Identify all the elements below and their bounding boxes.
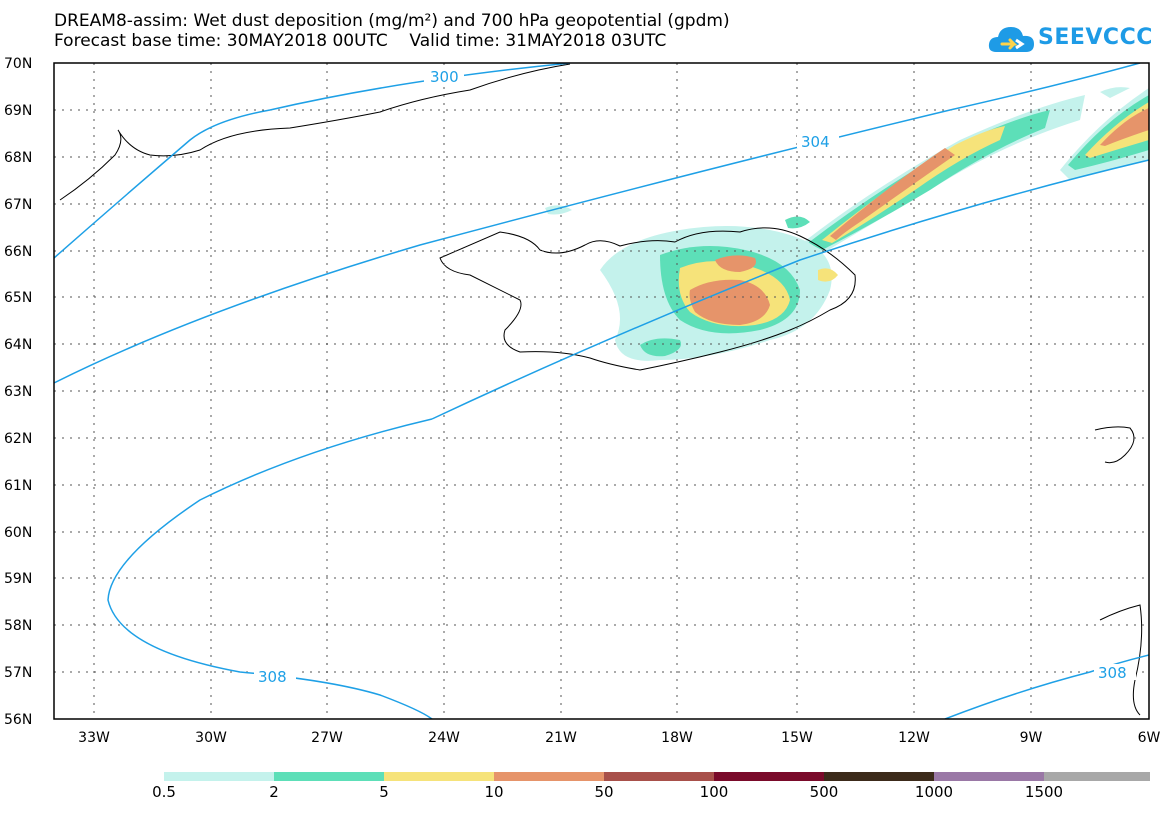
map-title: DREAM8-assim: Wet dust deposition (mg/m²… <box>54 11 730 31</box>
colorbar-swatch <box>384 772 494 781</box>
colorbar-label: 10 <box>484 783 504 801</box>
latitude-axis: 70N 69N 68N 67N 66N 65N 64N 63N 62N 61N … <box>4 56 32 728</box>
colorbar-label: 5 <box>379 783 389 801</box>
lat-tick-label: 57N <box>4 665 32 681</box>
lon-tick-label: 27W <box>311 730 343 746</box>
lat-tick-label: 58N <box>4 618 32 634</box>
lat-tick-label: 67N <box>4 197 32 213</box>
lon-tick-label: 12W <box>898 730 930 746</box>
lat-tick-label: 59N <box>4 571 32 587</box>
colorbar-label: 1500 <box>1024 783 1064 801</box>
contour-label-group: 300 304 308 308 <box>254 68 1136 686</box>
colorbar-swatch <box>1044 772 1150 781</box>
colorbar-swatch <box>604 772 714 781</box>
lat-tick-label: 65N <box>4 290 32 306</box>
colorbar-label: 50 <box>594 783 614 801</box>
lat-tick-label: 64N <box>4 337 32 353</box>
map-area: 300 304 308 308 <box>54 63 1149 719</box>
colorbar-swatch <box>934 772 1044 781</box>
contour-label-304: 304 <box>801 133 830 151</box>
lat-tick-label: 70N <box>4 56 32 72</box>
colorbar-label: 100 <box>699 783 729 801</box>
colorbar-swatch <box>824 772 934 781</box>
dust-deposition-field <box>545 87 1149 361</box>
contour-label-308-west: 308 <box>258 668 287 686</box>
lon-tick-label: 18W <box>661 730 693 746</box>
contour-label-300: 300 <box>430 68 459 86</box>
lon-tick-label: 6W <box>1138 730 1161 746</box>
colorbar-swatch <box>164 772 274 781</box>
colorbar-label: 1000 <box>914 783 954 801</box>
colorbar-swatch <box>494 772 604 781</box>
lon-tick-label: 30W <box>195 730 227 746</box>
lat-tick-label: 61N <box>4 478 32 494</box>
lon-tick-label: 33W <box>78 730 110 746</box>
map-subtitle: Forecast base time: 30MAY2018 00UTC Vali… <box>54 31 667 51</box>
contour-label-308-east: 308 <box>1098 664 1127 682</box>
colorbar-label: 500 <box>809 783 839 801</box>
logo-text: SEEVCCC <box>1038 25 1153 50</box>
lat-tick-label: 60N <box>4 525 32 541</box>
lon-tick-label: 24W <box>428 730 460 746</box>
lon-tick-label: 9W <box>1020 730 1043 746</box>
colorbar-swatch <box>714 772 824 781</box>
colorbar-swatch <box>274 772 384 781</box>
coastlines <box>59 63 1143 716</box>
lat-tick-label: 63N <box>4 384 32 400</box>
colorbar-label: 2 <box>269 783 279 801</box>
map-frame <box>53 62 1150 720</box>
colorbar <box>164 772 1150 781</box>
cloud-icon <box>988 27 1034 52</box>
lon-tick-label: 15W <box>781 730 813 746</box>
lon-tick-label: 21W <box>545 730 577 746</box>
graticule <box>54 63 1149 719</box>
seevccc-logo: SEEVCCC <box>988 20 1163 58</box>
longitude-axis: 33W 30W 27W 24W 21W 18W 15W 12W 9W 6W <box>78 730 1160 746</box>
lat-tick-label: 62N <box>4 431 32 447</box>
lat-tick-label: 69N <box>4 103 32 119</box>
lat-tick-label: 68N <box>4 150 32 166</box>
colorbar-label: 0.5 <box>152 783 176 801</box>
lat-tick-label: 66N <box>4 244 32 260</box>
geopotential-contours <box>54 63 1149 719</box>
lat-tick-label: 56N <box>4 712 32 728</box>
